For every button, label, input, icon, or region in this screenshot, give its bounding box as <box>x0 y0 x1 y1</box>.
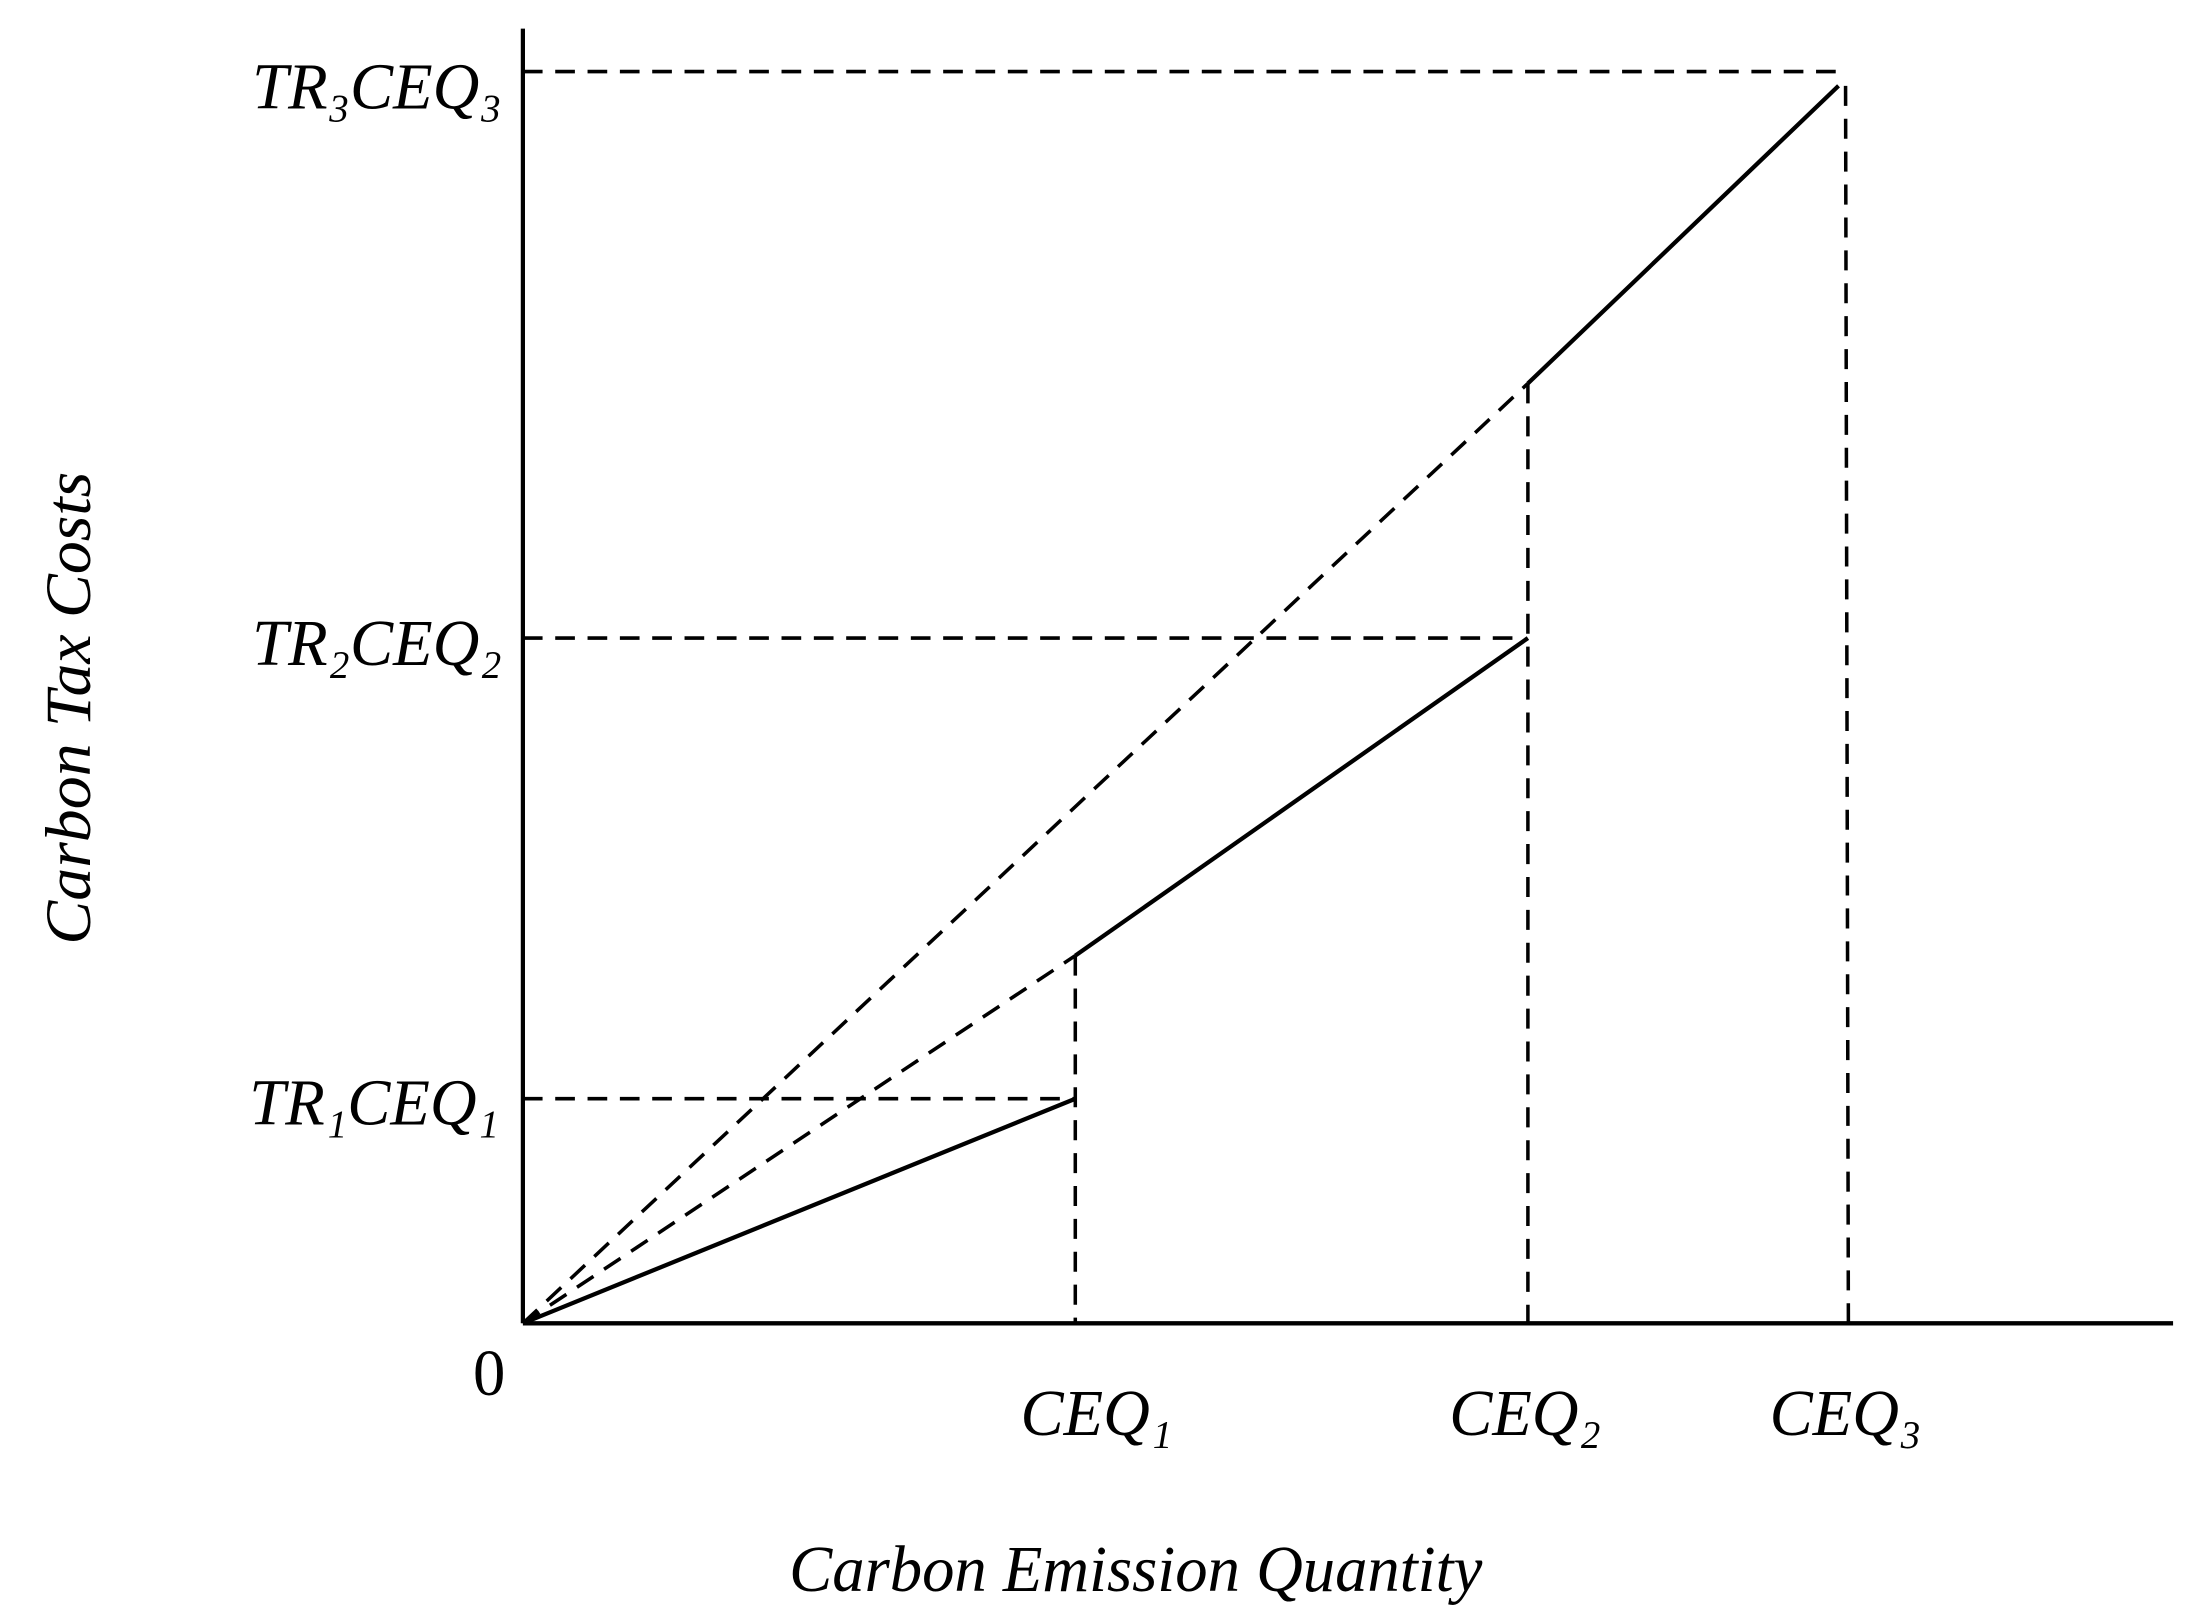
y-axis-label: Carbon Tax Costs <box>33 472 104 945</box>
y-tick-label: TR₂CEQ₂ <box>252 608 502 681</box>
cost-segment <box>522 1096 1077 1326</box>
cost-segment <box>1526 84 1840 385</box>
x-tick-label: CEQ₂ <box>1449 1377 1601 1450</box>
x-tick-label: CEQ₁ <box>1020 1377 1172 1450</box>
extension-line <box>521 382 1530 1325</box>
y-tick-label: TR₁CEQ₁ <box>249 1067 499 1140</box>
cost-segment <box>1074 636 1530 958</box>
x-tick-label: CEQ₃ <box>1770 1377 1922 1450</box>
guide-line <box>1843 85 1851 1324</box>
extension-line <box>521 954 1077 1325</box>
y-tick-label: TR₃CEQ₃ <box>252 51 502 124</box>
origin-label: 0 <box>473 1337 505 1410</box>
x-axis-label: Carbon Emission Quantity <box>789 1533 1482 1606</box>
